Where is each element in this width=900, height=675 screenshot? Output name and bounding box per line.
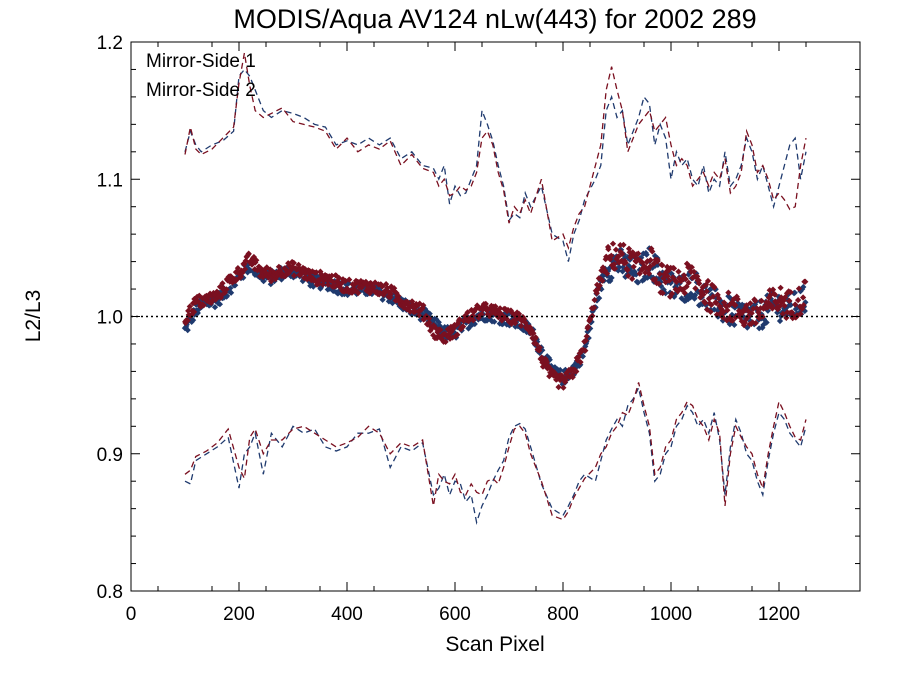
series-2-point <box>630 263 637 270</box>
series-2-point <box>329 278 337 286</box>
series-2-point <box>420 302 427 309</box>
x-tick-label: 1000 <box>650 604 692 625</box>
series-2-point <box>725 289 732 296</box>
series-2-point <box>622 259 629 267</box>
x-tick-label: 800 <box>547 604 579 625</box>
series-2-point <box>253 257 260 264</box>
series-2-point <box>781 302 788 309</box>
series-2-point <box>611 261 618 268</box>
series-2-point <box>532 334 539 341</box>
series-2-point <box>354 289 362 297</box>
series-2-point <box>470 317 477 324</box>
series-2-point <box>459 323 467 330</box>
chart-title: MODIS/Aqua AV124 nLw(443) for 2002 289 <box>233 4 756 34</box>
series-2-point <box>442 338 449 346</box>
x-tick-label: 1200 <box>758 604 800 625</box>
series-2-point <box>518 322 525 330</box>
series-2-point <box>268 278 275 285</box>
x-tick-label: 400 <box>331 604 363 625</box>
series-2-point <box>692 285 699 292</box>
scatter-points <box>181 240 809 391</box>
x-tick-label: 200 <box>223 604 255 625</box>
series-1-lower-line <box>184 385 807 525</box>
series-lines <box>184 52 807 525</box>
series-2-point <box>705 295 713 303</box>
series-1-point <box>726 321 734 328</box>
series-2-point <box>628 275 636 283</box>
series-2-lower-line <box>184 382 807 521</box>
series-2-point <box>618 250 626 258</box>
series-2-point <box>647 263 654 270</box>
series-2-point <box>777 284 784 291</box>
series-2-point <box>608 252 615 259</box>
series-2-point <box>313 269 320 276</box>
series-1-upper-line <box>184 68 807 262</box>
series-2-point <box>797 310 804 318</box>
series-2-point <box>190 308 198 316</box>
series-2-point <box>562 377 569 384</box>
series-2-point <box>758 297 765 305</box>
series-2-point <box>387 291 394 298</box>
series-2-point <box>426 319 433 326</box>
series-2-point <box>454 331 461 338</box>
series-2-point <box>786 297 793 304</box>
series-2-point <box>752 297 759 305</box>
legend-item-mirror-side-2: Mirror-Side 2 <box>146 80 256 101</box>
series-2-point <box>655 280 663 287</box>
series-2-point <box>703 288 710 295</box>
y-tick-label: 0.8 <box>97 582 123 603</box>
y-tick-label: 0.9 <box>97 445 123 466</box>
axis-ticks: 0 200 400 600 800 1000 1200 0.8 0.9 1.0 1.1 1.2 <box>97 33 860 625</box>
series-2-point <box>713 299 720 307</box>
series-2-point <box>319 281 327 288</box>
series-2-point <box>599 277 606 284</box>
series-2-point <box>569 374 576 381</box>
series-2-point <box>675 268 682 275</box>
series-2-point <box>437 326 444 333</box>
series-2-point <box>328 272 335 279</box>
x-axis-label: Scan Pixel <box>445 633 544 656</box>
series-2-point <box>346 276 353 283</box>
series-1-point <box>608 274 615 282</box>
series-2-point <box>708 301 715 309</box>
y-tick-label: 1.0 <box>97 308 123 329</box>
series-2-point <box>670 265 678 272</box>
series-2-point <box>715 295 723 302</box>
y-tick-label: 1.2 <box>97 33 123 54</box>
series-2-point <box>290 259 297 267</box>
series-2-point <box>690 268 698 275</box>
y-axis-label: L2/L3 <box>22 290 45 343</box>
series-2-point <box>673 278 680 286</box>
series-2-point <box>486 313 493 320</box>
series-1-point <box>776 317 784 325</box>
series-1-point <box>491 318 498 325</box>
series-2-point <box>611 265 619 272</box>
x-tick-label: 600 <box>439 604 471 625</box>
series-2-point <box>290 272 298 279</box>
series-1-point <box>227 289 235 296</box>
series-2-point <box>478 311 485 318</box>
series-2-upper-line <box>184 52 807 250</box>
series-2-point <box>659 262 666 269</box>
series-2-point <box>747 300 754 307</box>
series-2-point <box>515 310 523 318</box>
series-2-point <box>464 309 471 316</box>
series-2-point <box>583 333 590 340</box>
y-tick-label: 1.1 <box>97 170 123 191</box>
series-2-point <box>707 308 714 315</box>
series-2-point <box>609 240 617 247</box>
series-1-point <box>260 278 267 285</box>
series-2-point <box>496 305 504 312</box>
series-2-point <box>802 278 809 285</box>
series-1-point <box>189 316 197 324</box>
series-1-point <box>643 251 650 258</box>
legend-item-mirror-side-1: Mirror-Side 1 <box>146 51 256 72</box>
series-2-point <box>625 272 632 280</box>
x-tick-label: 0 <box>126 604 137 625</box>
